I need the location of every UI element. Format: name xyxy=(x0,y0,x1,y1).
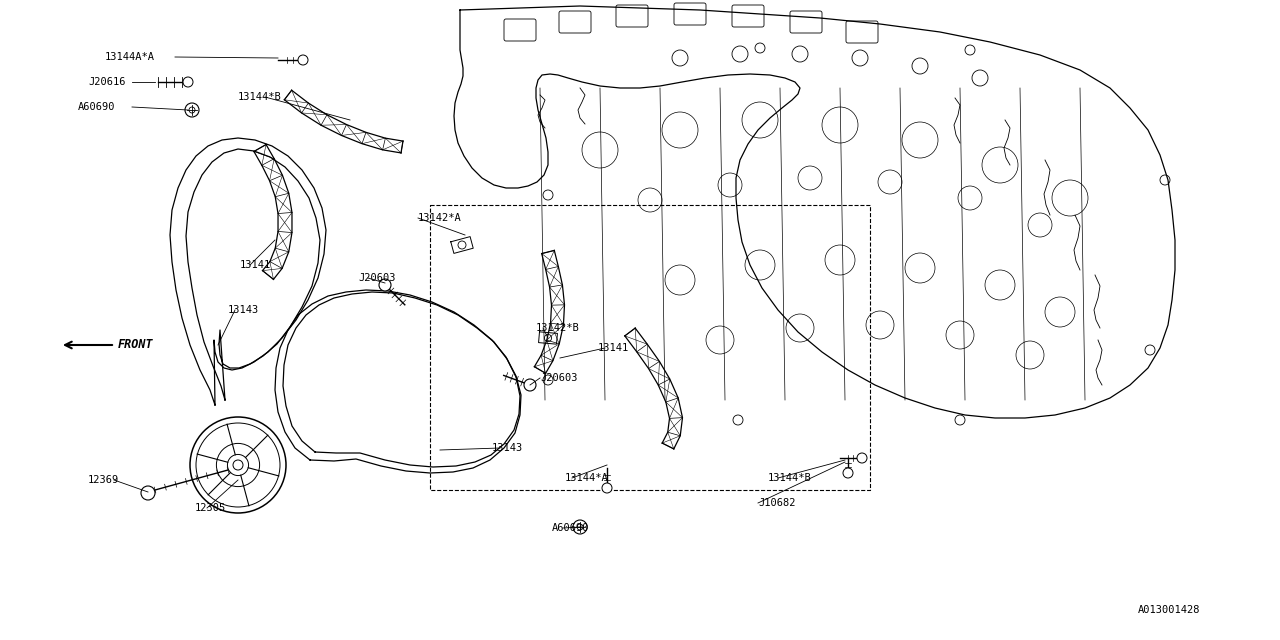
Text: 13144A*A: 13144A*A xyxy=(105,52,155,62)
Circle shape xyxy=(602,483,612,493)
Circle shape xyxy=(141,486,155,500)
Text: 13141: 13141 xyxy=(241,260,271,270)
Text: FRONT: FRONT xyxy=(118,339,154,351)
Text: J10682: J10682 xyxy=(758,498,795,508)
Circle shape xyxy=(524,379,536,391)
Circle shape xyxy=(233,460,243,470)
Text: J20616: J20616 xyxy=(88,77,125,87)
Circle shape xyxy=(379,279,390,291)
Text: 13142*B: 13142*B xyxy=(536,323,580,333)
Text: 13144*B: 13144*B xyxy=(768,473,812,483)
Text: 13144*B: 13144*B xyxy=(238,92,282,102)
Text: 13141: 13141 xyxy=(598,343,630,353)
Text: J20603: J20603 xyxy=(358,273,396,283)
Text: 12369: 12369 xyxy=(88,475,119,485)
Circle shape xyxy=(298,55,308,65)
Text: A60690: A60690 xyxy=(552,523,590,533)
Circle shape xyxy=(573,520,588,534)
Text: 13143: 13143 xyxy=(228,305,260,315)
Text: J20603: J20603 xyxy=(540,373,577,383)
Circle shape xyxy=(183,77,193,87)
Circle shape xyxy=(844,468,852,478)
Text: A60690: A60690 xyxy=(78,102,115,112)
Text: 12305: 12305 xyxy=(195,503,227,513)
Circle shape xyxy=(858,453,867,463)
Text: 13143: 13143 xyxy=(492,443,524,453)
Text: A013001428: A013001428 xyxy=(1138,605,1201,615)
Text: 13144*A: 13144*A xyxy=(564,473,609,483)
Text: 13142*A: 13142*A xyxy=(419,213,462,223)
Circle shape xyxy=(186,103,198,117)
